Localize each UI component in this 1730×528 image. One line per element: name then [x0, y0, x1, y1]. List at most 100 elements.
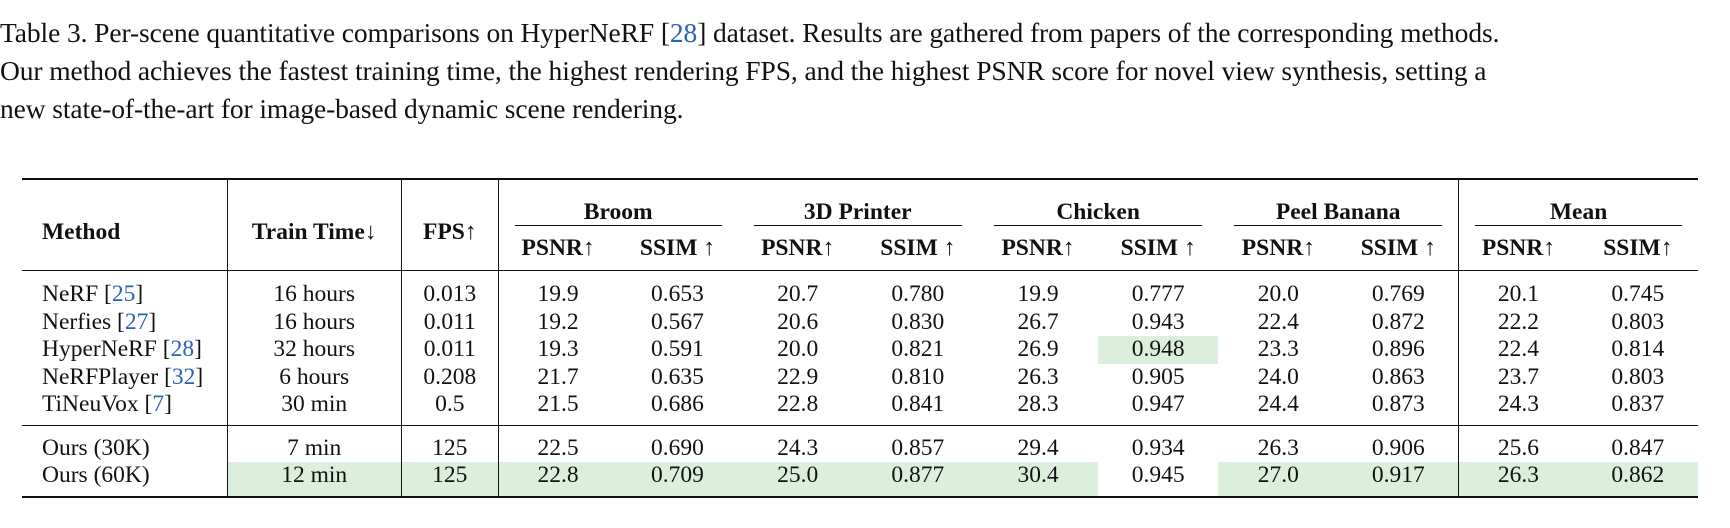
metric-cell: 0.847 [1611, 434, 1665, 461]
metric-cell: 23.7 [1497, 363, 1539, 390]
metric-cell: 0.567 [651, 308, 704, 335]
metric-cell-best: 25.0 [737, 462, 858, 497]
header-metric: PSNR↑ [497, 226, 618, 271]
fps-cell: 0.208 [401, 363, 499, 391]
metric-cell: 0.841 [891, 391, 945, 418]
method-name: HyperNeRF [28] [22, 336, 228, 364]
metric-cell: 0.934 [1131, 434, 1185, 461]
citation-link[interactable]: 25 [111, 281, 136, 308]
metric-cell-best: 30.4 [977, 462, 1099, 497]
citation-link[interactable]: 27 [124, 308, 149, 335]
header-group-3d-printer: 3D Printer [738, 179, 978, 226]
metric-cell: 0.814 [1611, 336, 1665, 363]
metric-cell: 19.3 [537, 336, 579, 363]
table-row: NeRFPlayer [32] 6 hours 0.208 21.7 0.635… [22, 363, 1698, 391]
train-time-cell: 7 min [227, 425, 402, 462]
metric-cell: 0.635 [651, 363, 704, 390]
metric-cell: 0.803 [1611, 363, 1665, 390]
results-table: Method Train Time↓ FPS↑ Broom 3D Printer… [22, 178, 1698, 498]
metric-cell: 19.9 [537, 281, 579, 308]
table-row-ours: Ours (60K) 12 min 125 22.8 0.709 25.0 0.… [22, 462, 1698, 497]
metric-cell: 0.945 [1131, 462, 1185, 489]
metric-cell: 0.873 [1338, 391, 1460, 425]
metric-cell: 0.745 [1611, 281, 1665, 308]
metric-cell: 20.1 [1497, 281, 1539, 308]
header-row-groups: Method Train Time↓ FPS↑ Broom 3D Printer… [22, 179, 1698, 271]
method-name: NeRF [25] [22, 270, 228, 309]
metric-cell: 20.0 [777, 336, 819, 363]
metric-cell: 0.863 [1338, 363, 1460, 391]
metric-cell-best: 0.948 [1098, 336, 1219, 364]
fps-cell-best: 125 [401, 462, 499, 497]
metric-cell-best: 0.709 [617, 462, 738, 497]
citation-link[interactable]: 7 [152, 391, 165, 418]
header-train-time: Train Time↓ [226, 179, 402, 271]
method-name: Ours (30K) [22, 425, 228, 462]
header-metric: PSNR↑ [1481, 234, 1555, 261]
metric-cell: 28.3 [1017, 391, 1059, 418]
metric-cell: 0.591 [651, 336, 704, 363]
caption-line-1: Table 3. Per-scene quantitative comparis… [0, 17, 1500, 48]
header-row-metrics: PSNR↑ SSIM ↑ PSNR↑ SSIM ↑ PSNR↑ SSIM ↑ P… [22, 226, 1698, 271]
metric-cell: 20.0 [1257, 281, 1299, 308]
metric-cell: 0.653 [651, 281, 704, 308]
metric-cell: 19.2 [537, 308, 579, 335]
metric-cell: 0.896 [1338, 336, 1460, 364]
header-metric: PSNR↑ [1241, 234, 1315, 261]
header-metric: SSIM↑ [1603, 234, 1673, 261]
fps-cell: 0.011 [401, 336, 499, 364]
metric-cell-best: 0.862 [1577, 462, 1698, 497]
header-metric: SSIM ↑ [1338, 226, 1460, 271]
metric-cell: 0.686 [651, 391, 704, 418]
train-time-cell: 16 hours [227, 270, 402, 309]
metric-cell: 0.777 [1131, 281, 1185, 308]
metric-cell: 22.5 [537, 434, 579, 461]
table-row-ours: Ours (30K) 7 min 125 22.5 0.690 24.3 0.8… [22, 425, 1698, 462]
header-metric: SSIM ↑ [880, 234, 956, 261]
metric-cell: 21.7 [537, 363, 579, 390]
header-fps: FPS↑ [401, 179, 499, 271]
method-name: TiNeuVox [7] [22, 391, 228, 425]
metric-cell: 26.9 [1017, 336, 1059, 363]
metric-cell-best: 22.8 [498, 462, 618, 497]
metric-cell: 0.780 [891, 281, 945, 308]
metric-cell: 0.872 [1338, 308, 1460, 336]
citation-link[interactable]: 28 [170, 336, 195, 363]
header-metric: SSIM ↑ [1120, 234, 1196, 261]
train-time-cell-best: 12 min [227, 462, 402, 497]
table-row: HyperNeRF [28] 32 hours 0.011 19.3 0.591… [22, 336, 1698, 364]
metric-cell: 22.2 [1497, 308, 1539, 335]
header-metric: SSIM ↑ [639, 234, 716, 261]
fps-cell: 0.013 [401, 270, 499, 309]
table-row: Nerfies [27] 16 hours 0.011 19.2 0.567 2… [22, 308, 1698, 336]
metric-cell: 26.7 [1017, 308, 1059, 335]
train-time-cell: 16 hours [227, 308, 402, 336]
header-group-peel-banana: Peel Banana [1218, 179, 1460, 226]
table-row: TiNeuVox [7] 30 min 0.5 21.5 0.686 22.8 … [22, 391, 1698, 425]
metric-cell-best: 27.0 [1218, 462, 1339, 497]
fps-cell: 0.011 [401, 308, 499, 336]
metric-cell: 22.8 [777, 391, 819, 418]
metric-cell-best: 0.917 [1338, 462, 1460, 497]
train-time-cell: 32 hours [227, 336, 402, 364]
metric-cell: 0.769 [1338, 270, 1460, 309]
fps-cell: 125 [401, 425, 499, 462]
header-group-broom: Broom [498, 179, 737, 226]
metric-cell: 20.7 [777, 281, 819, 308]
metric-cell: 20.6 [777, 308, 819, 335]
citation-link[interactable]: 32 [171, 363, 196, 390]
header-metric: PSNR↑ [761, 234, 835, 261]
metric-cell: 24.4 [1257, 391, 1299, 418]
method-name: Ours (60K) [22, 462, 228, 497]
header-metric: PSNR↑ [1001, 234, 1075, 261]
metric-cell: 0.905 [1131, 363, 1185, 390]
metric-cell-best: 26.3 [1458, 462, 1578, 497]
table-caption: Table 3. Per-scene quantitative comparis… [0, 14, 1725, 128]
metric-cell: 22.4 [1257, 308, 1299, 335]
header-method: Method [42, 218, 121, 245]
metric-cell: 0.857 [891, 434, 945, 461]
citation-link[interactable]: 28 [669, 17, 698, 48]
metric-cell: 19.9 [1017, 281, 1059, 308]
metric-cell: 22.9 [777, 363, 819, 390]
metric-cell: 0.803 [1611, 308, 1665, 335]
